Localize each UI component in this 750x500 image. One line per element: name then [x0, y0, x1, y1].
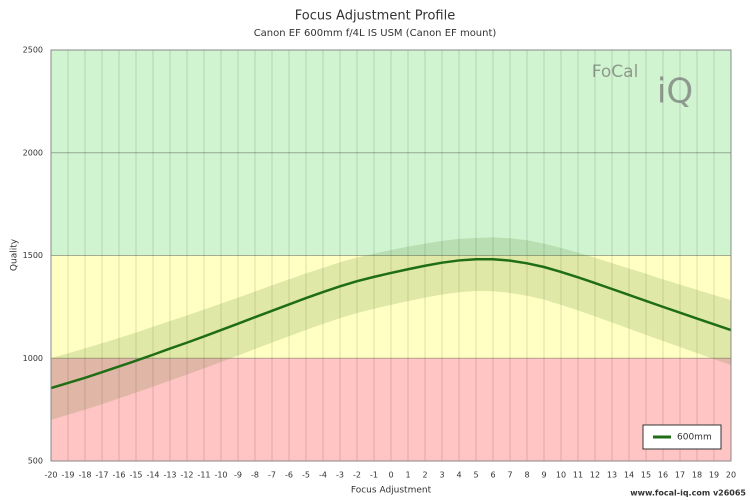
x-tick-label: -20 — [44, 471, 57, 480]
axis-frame — [50, 49, 732, 462]
x-tick-label: 3 — [439, 471, 444, 480]
x-tick-label: 11 — [573, 471, 583, 480]
x-tick-label: 4 — [456, 471, 461, 480]
x-tick-label: -8 — [251, 471, 259, 480]
x-tick-label: -17 — [95, 471, 108, 480]
chart-subtitle: Canon EF 600mm f/4L IS USM (Canon EF mou… — [254, 28, 497, 39]
legend-label: 600mm — [677, 433, 712, 443]
x-tick-label: -7 — [268, 471, 276, 480]
x-tick-label: -4 — [319, 471, 327, 480]
x-tick-label: 15 — [641, 471, 651, 480]
logo-top: FoCal — [592, 62, 639, 82]
x-tick-label: 19 — [709, 471, 719, 480]
footer: www.focal-iq.com v26065 — [630, 489, 746, 498]
y-tick-label: 1000 — [23, 354, 43, 363]
x-tick-label: -10 — [214, 471, 227, 480]
x-tick-label: -12 — [180, 471, 193, 480]
y-tick-label: 2000 — [23, 148, 43, 157]
chart-title: Focus Adjustment Profile — [295, 9, 455, 24]
uncertainty-band — [51, 237, 731, 420]
x-tick-label: 14 — [624, 471, 634, 480]
y-tick-label: 2500 — [23, 46, 43, 55]
x-tick-label: 17 — [675, 471, 685, 480]
x-tick-label: -11 — [197, 471, 210, 480]
x-tick-label: 5 — [473, 471, 478, 480]
x-tick-label: 16 — [658, 471, 668, 480]
quality-band — [51, 358, 731, 461]
x-tick-label: 10 — [556, 471, 566, 480]
x-tick-label: 12 — [590, 471, 600, 480]
logo-bottom: iQ — [657, 72, 693, 112]
y-tick-label: 500 — [28, 457, 43, 466]
x-tick-label: -2 — [353, 471, 361, 480]
x-tick-label: -18 — [78, 471, 91, 480]
x-tick-label: 2 — [422, 471, 427, 480]
x-tick-label: -14 — [146, 471, 159, 480]
y-tick-label: 1500 — [23, 251, 43, 260]
x-tick-label: 7 — [507, 471, 512, 480]
x-tick-label: -5 — [302, 471, 310, 480]
x-tick-label: 6 — [490, 471, 495, 480]
x-tick-label: 0 — [388, 471, 393, 480]
x-tick-label: -16 — [112, 471, 125, 480]
x-tick-label: -9 — [234, 471, 242, 480]
x-tick-label: 20 — [726, 471, 736, 480]
x-tick-label: -3 — [336, 471, 344, 480]
x-axis-label: Focus Adjustment — [351, 486, 432, 496]
quality-band — [51, 50, 731, 256]
x-tick-label: -1 — [370, 471, 378, 480]
x-tick-label: -6 — [285, 471, 293, 480]
x-tick-label: 1 — [405, 471, 410, 480]
x-tick-label: 9 — [541, 471, 546, 480]
x-tick-label: 18 — [692, 471, 702, 480]
x-tick-label: 8 — [524, 471, 529, 480]
x-tick-label: -15 — [129, 471, 142, 480]
y-axis-label: Quality — [10, 238, 20, 271]
x-tick-label: -13 — [163, 471, 176, 480]
x-tick-label: -19 — [61, 471, 74, 480]
x-tick-label: 13 — [607, 471, 617, 480]
line — [50, 257, 732, 390]
